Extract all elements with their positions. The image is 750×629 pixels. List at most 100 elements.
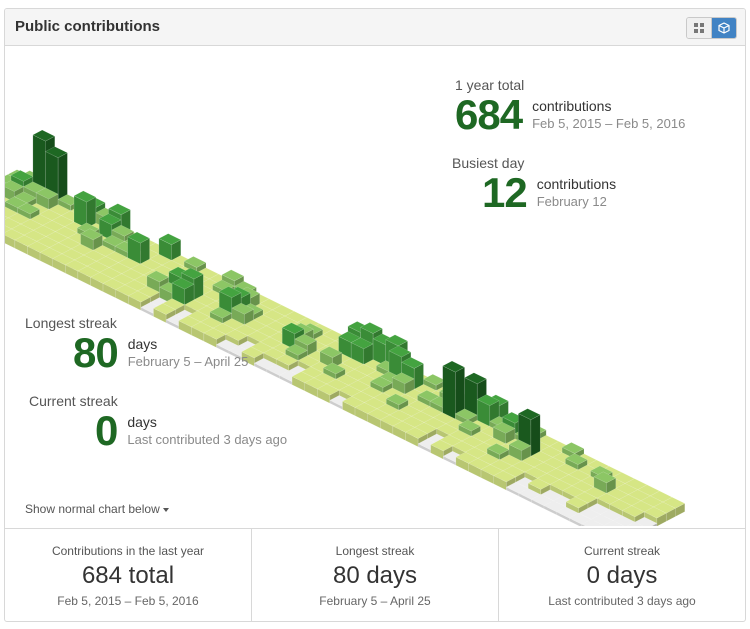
bar-top-face	[442, 360, 466, 373]
year-total-range: Feb 5, 2015 – Feb 5, 2016	[532, 116, 686, 131]
bar-top-face	[593, 471, 617, 484]
summary-value: 684 total	[81, 562, 175, 589]
bar-top-face	[643, 506, 667, 519]
bar-top-face	[241, 346, 265, 359]
bar-top-face	[322, 362, 346, 375]
bar-top-face	[385, 393, 409, 406]
bar-top-face	[275, 354, 299, 366]
summary-year-total: Contributions in the last year 684 total…	[5, 529, 251, 621]
contribution-bar[interactable]	[626, 521, 648, 526]
bar-top-face	[319, 346, 343, 358]
bar-top-face	[218, 286, 242, 298]
summary-longest-streak: Longest streak 80 days February 5 – Apri…	[251, 529, 498, 621]
bar-top-face	[17, 202, 40, 215]
busiest-day-stat: Busiest day 12 contributions February 12	[452, 155, 616, 215]
bar-top-face	[127, 231, 151, 244]
grid-view-button[interactable]	[687, 18, 711, 38]
current-streak-note: Last contributed 3 days ago	[127, 432, 288, 447]
bar-top-face	[203, 327, 227, 340]
bar-top-face	[603, 520, 625, 526]
bar-top-face	[612, 515, 636, 526]
longest-streak-caption: Longest streak	[25, 315, 117, 331]
summary-label: Current streak	[583, 544, 661, 558]
contributions-panel: Public contributions 1 year total 684 co…	[4, 8, 746, 622]
summary-value: 80 days	[332, 562, 418, 589]
current-streak-stat: Current streak 0 days Last contributed 3…	[29, 393, 287, 453]
bar-top-face	[634, 516, 658, 526]
summary-sub: February 5 – April 25	[319, 594, 431, 608]
bar-top-face	[183, 256, 207, 268]
bar-top-face	[209, 306, 233, 319]
contribution-bar[interactable]	[153, 303, 176, 324]
bar-top-face	[430, 439, 454, 452]
isometric-view-button[interactable]	[711, 18, 736, 38]
bar-top-face	[517, 408, 541, 420]
summary-label: Longest streak	[335, 544, 415, 558]
isometric-contribution-chart	[5, 129, 686, 526]
bar-top-face	[73, 190, 97, 203]
bar-top-face	[158, 233, 182, 245]
bar-top-face	[111, 224, 135, 237]
bar-top-face	[527, 478, 551, 490]
bar-top-face	[285, 343, 308, 356]
bar-top-face	[458, 419, 481, 432]
bar-top-face	[98, 213, 122, 226]
bar-top-face	[423, 373, 446, 386]
bar-top-face	[32, 129, 56, 142]
current-streak-unit: days	[127, 414, 157, 430]
grid-icon	[694, 23, 704, 33]
bar-top-face	[486, 443, 510, 455]
bar-top-face	[127, 290, 151, 303]
summary-value: 0 days	[586, 562, 658, 589]
longest-streak-value: 80	[73, 329, 119, 376]
bar-top-face	[180, 267, 204, 280]
year-total-value: 684	[455, 91, 523, 138]
bar-top-face	[146, 270, 170, 283]
bar-top-face	[225, 329, 249, 341]
contribution-bar[interactable]	[593, 471, 617, 502]
summary-current-streak: Current streak 0 days Last contributed 3…	[498, 529, 745, 621]
bar-top-face	[581, 519, 605, 526]
bar-top-face	[316, 383, 340, 396]
bar-top-face	[35, 187, 59, 200]
current-streak-value: 0	[95, 407, 118, 454]
bar-top-face	[10, 170, 34, 182]
bar-top-face	[388, 345, 412, 358]
bar-top-face	[350, 337, 374, 350]
bar-top-face	[626, 521, 644, 526]
bar-top-face	[80, 228, 103, 241]
panel-header: Public contributions	[5, 9, 745, 46]
bar-top-face	[153, 303, 176, 315]
bar-top-face	[108, 203, 131, 215]
bar-left-face	[569, 517, 583, 526]
bar-left-face	[581, 523, 586, 526]
year-total-caption: 1 year total	[455, 77, 525, 93]
bar-top-face	[231, 302, 255, 315]
summary-sub: Feb 5, 2015 – Feb 5, 2016	[57, 594, 199, 608]
bar-top-face	[369, 376, 393, 388]
panel-title: Public contributions	[15, 18, 160, 35]
show-normal-chart-label: Show normal chart below	[25, 502, 160, 516]
longest-streak-unit: days	[127, 336, 158, 352]
bar-top-face	[464, 372, 487, 385]
bar-top-face	[493, 470, 517, 483]
bar-top-face	[360, 322, 383, 334]
bar-top-face	[281, 322, 305, 335]
bar-top-face	[508, 439, 532, 451]
year-total-stat: 1 year total 684 contributions Feb 5, 20…	[455, 77, 685, 137]
current-streak-caption: Current streak	[29, 393, 118, 409]
year-total-unit: contributions	[532, 98, 612, 114]
contribution-bar[interactable]	[405, 427, 428, 448]
show-normal-chart-link[interactable]: Show normal chart below	[25, 502, 169, 516]
bar-top-face	[564, 453, 588, 465]
summary-label: Contributions in the last year	[51, 544, 205, 558]
busiest-day-date: February 12	[536, 194, 607, 209]
longest-streak-stat: Longest streak 80 days February 5 – Apri…	[25, 315, 248, 375]
bar-top-face	[405, 427, 428, 439]
bar-top-face	[5, 225, 13, 233]
bar-top-face	[492, 421, 516, 434]
bar-top-face	[565, 496, 589, 509]
busiest-day-value: 12	[482, 169, 528, 216]
busiest-day-caption: Busiest day	[452, 155, 525, 171]
busiest-day-unit: contributions	[536, 176, 617, 192]
